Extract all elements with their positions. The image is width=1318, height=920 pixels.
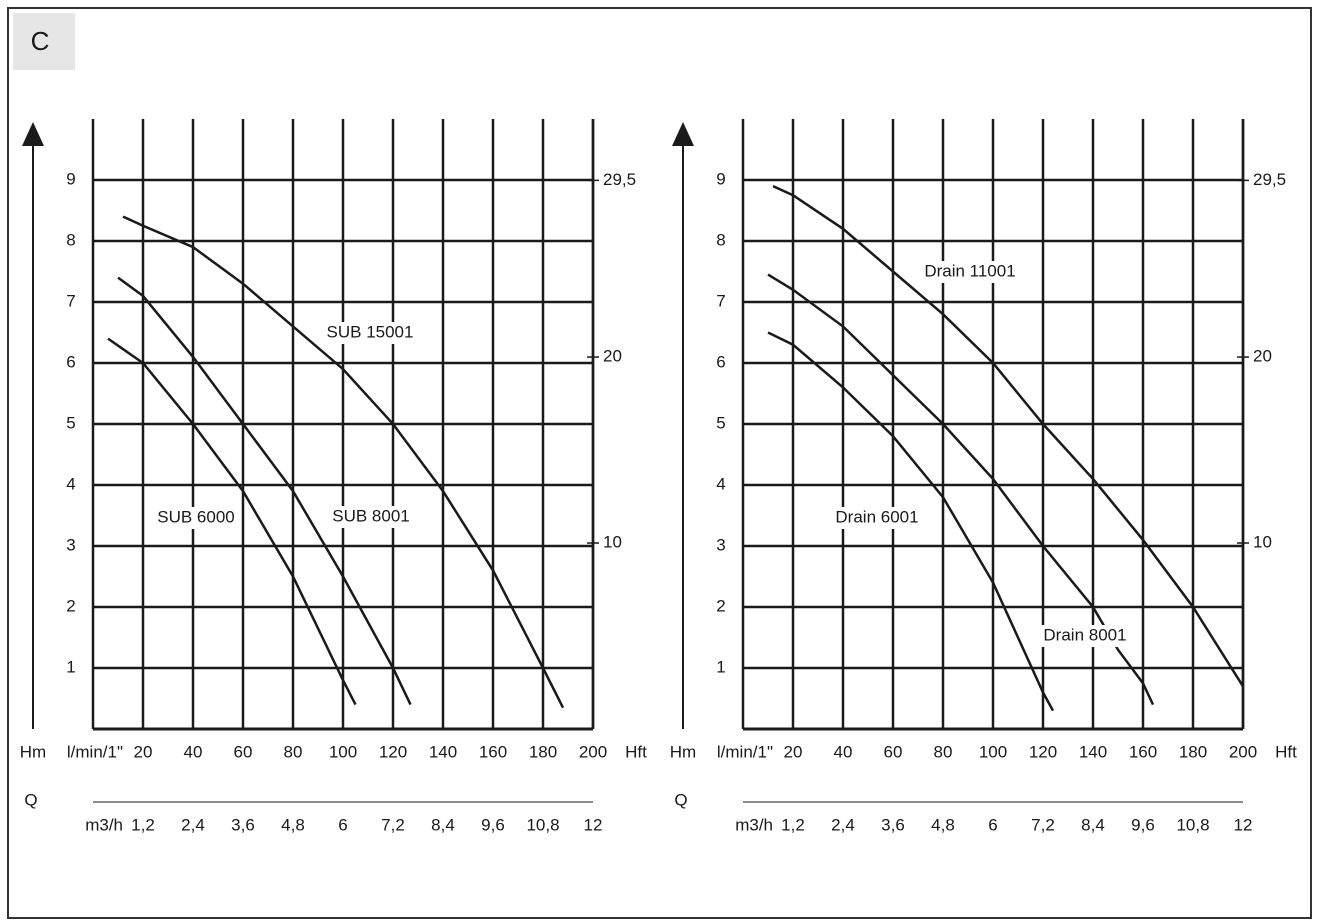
x2-tick-label: 7,2 xyxy=(1031,815,1055,834)
curve xyxy=(107,337,357,706)
x-tick-label: 200 xyxy=(1229,742,1257,761)
y2-tick-label: 29,5 xyxy=(603,170,636,189)
y2-tick-label: 10 xyxy=(1253,533,1272,552)
x2-tick-label: 2,4 xyxy=(181,815,205,834)
y-tick-label: 3 xyxy=(66,535,75,554)
y-axis-title: Hm xyxy=(670,742,696,761)
panel-label-box xyxy=(13,13,75,70)
curve-label-bg xyxy=(926,261,1014,283)
y-tick-label: 9 xyxy=(66,169,75,188)
y-tick-label: 2 xyxy=(66,596,75,615)
x-tick-label: 160 xyxy=(1129,742,1157,761)
x-tick-label: 140 xyxy=(1079,742,1107,761)
y-tick-label: 1 xyxy=(716,657,725,676)
curve xyxy=(767,273,1155,706)
x-tick-label: 60 xyxy=(234,742,253,761)
x2-tick-label: 4,8 xyxy=(281,815,305,834)
curve xyxy=(767,331,1055,712)
y-tick-label: 1 xyxy=(66,657,75,676)
x2-tick-label: 8,4 xyxy=(1081,815,1105,834)
arrow-head xyxy=(672,122,694,146)
x2-tick-label: 12 xyxy=(1234,815,1253,834)
curve-label: Drain 11001 xyxy=(924,261,1015,280)
y-tick-label: 7 xyxy=(716,291,725,310)
x2-tick-label: 6 xyxy=(338,815,347,834)
y-tick-label: 6 xyxy=(716,352,725,371)
frame xyxy=(7,7,1312,919)
x-tick-label: 80 xyxy=(284,742,303,761)
x2-tick-label: 4,8 xyxy=(931,815,955,834)
x2-tick-label: 10,8 xyxy=(526,815,559,834)
x-tick-label: 100 xyxy=(329,742,357,761)
x2-tick-label: 2,4 xyxy=(831,815,855,834)
x-tick-label: 200 xyxy=(579,742,607,761)
y2-tick-label: 29,5 xyxy=(1253,170,1286,189)
x2-tick-label: 9,6 xyxy=(1131,815,1155,834)
x-tick-label: 100 xyxy=(979,742,1007,761)
x2-tick-label: 10,8 xyxy=(1176,815,1209,834)
x-axis-title: l/min/1" xyxy=(67,742,123,761)
y-tick-label: 5 xyxy=(66,413,75,432)
x-tick-label: 40 xyxy=(834,742,853,761)
x2-tick-label: 3,6 xyxy=(231,815,255,834)
curve-label: Drain 8001 xyxy=(1043,625,1126,644)
x2-tick-label: 3,6 xyxy=(881,815,905,834)
curve-label: SUB 15001 xyxy=(327,322,414,341)
y-tick-label: 4 xyxy=(716,474,725,493)
x2-axis-title: m3/h xyxy=(85,815,123,834)
x2-axis-title: m3/h xyxy=(735,815,773,834)
x-tick-label: 180 xyxy=(529,742,557,761)
curve-label-bg xyxy=(833,507,921,529)
y-axis-title: Hm xyxy=(20,742,46,761)
y-tick-label: 8 xyxy=(66,230,75,249)
curve xyxy=(122,215,565,709)
x-tick-label: 120 xyxy=(1029,742,1057,761)
x2-tick-label: 6 xyxy=(988,815,997,834)
x-tick-label: 40 xyxy=(184,742,203,761)
y-tick-label: 2 xyxy=(716,596,725,615)
y-tick-label: 9 xyxy=(716,169,725,188)
x2-tick-label: 1,2 xyxy=(781,815,805,834)
curve xyxy=(772,184,1245,687)
y-tick-label: 5 xyxy=(716,413,725,432)
y-tick-label: 3 xyxy=(716,535,725,554)
curve xyxy=(117,276,412,706)
y2-axis-title: Hft xyxy=(1275,742,1297,761)
x2-tick-label: 9,6 xyxy=(481,815,505,834)
curve-label: SUB 8001 xyxy=(332,506,410,525)
arrow-head xyxy=(22,122,44,146)
panel-label: C xyxy=(31,26,50,56)
curve-label-bg xyxy=(327,506,415,528)
x-tick-label: 180 xyxy=(1179,742,1207,761)
y-tick-label: 8 xyxy=(716,230,725,249)
y2-axis-title: Hft xyxy=(625,742,647,761)
x-tick-label: 120 xyxy=(379,742,407,761)
curve-label: SUB 6000 xyxy=(157,507,235,526)
x-tick-label: 60 xyxy=(884,742,903,761)
q-title: Q xyxy=(674,790,687,809)
y2-tick-label: 10 xyxy=(603,533,622,552)
curve-label-bg xyxy=(152,507,240,529)
y-tick-label: 6 xyxy=(66,352,75,371)
y2-tick-label: 20 xyxy=(603,347,622,366)
y-tick-label: 4 xyxy=(66,474,75,493)
curve-label-bg xyxy=(1041,625,1129,647)
q-title: Q xyxy=(24,790,37,809)
x2-tick-label: 7,2 xyxy=(381,815,405,834)
curve-label-bg xyxy=(326,322,414,344)
x-tick-label: 80 xyxy=(934,742,953,761)
x2-tick-label: 1,2 xyxy=(131,815,155,834)
x-tick-label: 20 xyxy=(134,742,153,761)
x2-tick-label: 12 xyxy=(584,815,603,834)
x-axis-title: l/min/1" xyxy=(717,742,773,761)
x-tick-label: 160 xyxy=(479,742,507,761)
curve-label: Drain 6001 xyxy=(835,507,918,526)
x-tick-label: 20 xyxy=(784,742,803,761)
y-tick-label: 7 xyxy=(66,291,75,310)
x2-tick-label: 8,4 xyxy=(431,815,455,834)
y2-tick-label: 20 xyxy=(1253,347,1272,366)
x-tick-label: 140 xyxy=(429,742,457,761)
